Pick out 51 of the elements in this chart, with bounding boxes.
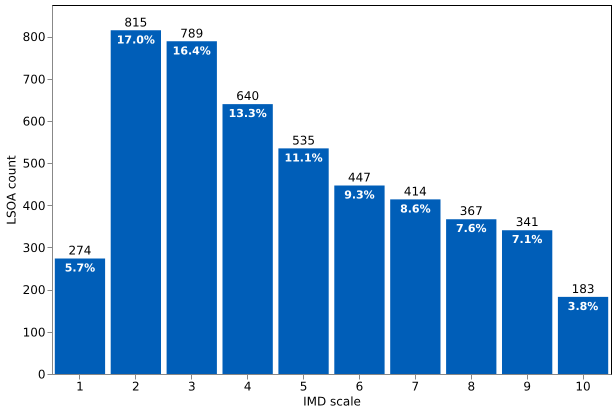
bar (502, 230, 552, 374)
annotation: 16.4% (172, 44, 211, 58)
y-tick-label: 600 (22, 114, 46, 128)
y-tick-label: 100 (22, 325, 46, 340)
bar (390, 199, 441, 374)
data-label: 414 (404, 184, 427, 198)
bar (166, 41, 217, 374)
annotation: 9.3% (344, 188, 375, 202)
data-label: 535 (292, 133, 316, 148)
data-label: 789 (180, 26, 204, 40)
annotation: 7.6% (456, 222, 487, 236)
bar (222, 104, 273, 374)
x-tick-label: 9 (523, 380, 531, 394)
bar (54, 258, 106, 374)
data-label: 341 (516, 215, 539, 230)
data-label: 815 (124, 15, 148, 30)
annotation: 8.6% (400, 202, 431, 216)
y-tick-label: 300 (22, 240, 46, 255)
data-label: 183 (572, 282, 595, 296)
data-label: 274 (68, 243, 92, 258)
x-tick-label: 10 (575, 380, 591, 394)
y-tick-label: 200 (22, 283, 46, 298)
bar (558, 296, 608, 374)
annotation: 13.3% (228, 107, 267, 120)
x-axis-title: IMD scale (303, 394, 361, 408)
x-tick-label: 1 (76, 380, 84, 394)
annotation: 17.0% (116, 33, 155, 46)
y-axis-title: LSOA count (4, 155, 19, 225)
x-tick-label: 2 (132, 380, 140, 394)
y-tick-label: 500 (22, 156, 46, 171)
annotation: 7.1% (512, 233, 542, 246)
x-tick-label: 7 (412, 380, 420, 394)
x-tick-label: 5 (300, 380, 308, 394)
y-tick-label: 400 (22, 198, 46, 213)
x-tick-label: 8 (467, 380, 476, 394)
bar (446, 219, 496, 374)
bar (110, 30, 162, 374)
data-label: 640 (236, 89, 260, 104)
y-tick-label: 800 (22, 30, 46, 44)
annotation: 11.1% (284, 151, 323, 164)
y-tick-label: 700 (22, 72, 46, 86)
data-label: 447 (348, 170, 371, 184)
x-tick-label: 3 (188, 380, 196, 394)
bar (278, 148, 329, 374)
annotation: 3.8% (568, 300, 598, 313)
bar (334, 185, 385, 374)
x-tick-label: 4 (244, 380, 252, 394)
annotation: 5.7% (64, 261, 96, 274)
x-tick-label: 6 (356, 380, 364, 394)
y-tick-label: 0 (38, 368, 46, 382)
data-label: 367 (460, 204, 483, 218)
